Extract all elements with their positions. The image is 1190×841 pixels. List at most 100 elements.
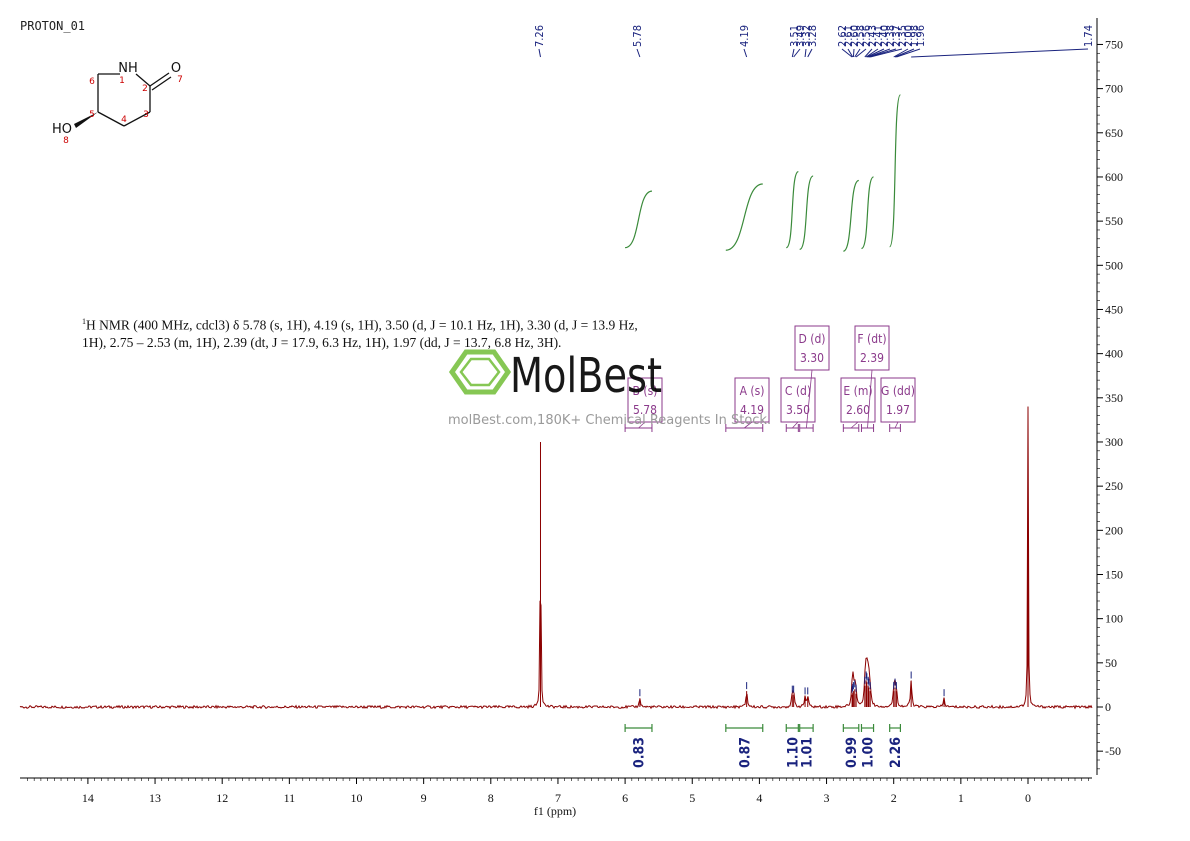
integral-value-1.10: 1.10 — [785, 737, 801, 768]
peak-label-2.38: 2.38 — [884, 25, 897, 47]
x-tick-label: 0 — [1025, 791, 1031, 805]
y-tick-label: 0 — [1105, 700, 1111, 714]
multiplet-label-A: A (s) — [740, 384, 765, 398]
atom-number-5: 5 — [89, 110, 95, 120]
nucleus-superscript: 1 — [82, 317, 86, 326]
peak-leader-4.19 — [743, 48, 748, 58]
multiplet-shift-C: 3.50 — [786, 403, 810, 417]
integral-curve-1.10 — [785, 171, 799, 249]
y-tick-label: 50 — [1105, 656, 1117, 670]
peak-leader-5.78 — [636, 48, 641, 58]
multiplet-connector-B — [638, 421, 646, 429]
x-tick-label: 8 — [488, 791, 494, 805]
integral-curve-2.26 — [889, 94, 901, 248]
y-tick-label: 350 — [1105, 391, 1123, 405]
x-tick-label: 13 — [149, 791, 161, 805]
x-axis-label: f1 (ppm) — [534, 804, 576, 818]
atom-o: O — [171, 61, 181, 76]
y-tick-label: 400 — [1105, 347, 1123, 361]
multiplet-box-A — [734, 377, 770, 423]
peak-leader-2.43 — [864, 48, 873, 58]
peak-leader-1.96 — [896, 48, 921, 58]
y-tick-label: 150 — [1105, 567, 1123, 581]
atom-number-8: 8 — [63, 136, 69, 146]
y-tick-label: 250 — [1105, 479, 1123, 493]
integral-curve-1.00 — [860, 176, 875, 250]
peak-label-3.49: 3.49 — [794, 25, 807, 47]
peak-label-2.35: 2.35 — [896, 25, 909, 47]
multiplet-label-D: D (d) — [798, 332, 825, 346]
x-tick-label: 6 — [622, 791, 628, 805]
peak-label-2.40: 2.40 — [878, 25, 891, 47]
y-tick-label: 200 — [1105, 523, 1123, 537]
peak-leader-1.74 — [911, 48, 1089, 58]
bond-2-7-b — [151, 76, 172, 91]
peak-label-5.78: 5.78 — [631, 25, 644, 47]
integral-value-2.26: 2.26 — [888, 737, 904, 768]
watermark-brand: MolBest — [510, 348, 662, 404]
x-tick-label: 5 — [689, 791, 695, 805]
multiplet-label-B: B (s) — [633, 384, 658, 398]
peak-leader-3.32 — [804, 48, 807, 58]
x-tick-label: 3 — [824, 791, 830, 805]
nmr-description-text: H NMR (400 MHz, cdcl3) δ 5.78 (s, 1H), 4… — [82, 317, 638, 350]
y-tick-label: 100 — [1105, 612, 1123, 626]
peak-leader-2.41 — [865, 48, 879, 58]
peak-label-1.96: 1.96 — [914, 25, 927, 47]
peak-label-2.00: 2.00 — [902, 25, 915, 47]
atom-number-2: 2 — [142, 84, 148, 94]
bond-3-4 — [123, 111, 151, 127]
integral-curve-0.87 — [725, 183, 763, 251]
multiplet-shift-B: 5.78 — [633, 403, 657, 417]
y-tick-label: 650 — [1105, 126, 1123, 140]
multiplet-shift-A: 4.19 — [740, 403, 764, 417]
y-tick-label: 750 — [1105, 37, 1123, 51]
bond-2-7-a — [149, 72, 170, 87]
x-tick-label: 11 — [284, 791, 296, 805]
integral-value-1.00: 1.00 — [861, 737, 877, 768]
bond-1-2 — [135, 73, 151, 87]
peak-leader-2.62 — [841, 48, 853, 58]
multiplet-connector-D — [806, 369, 813, 429]
peak-label-2.58: 2.58 — [854, 25, 867, 47]
y-tick-label: 300 — [1105, 435, 1123, 449]
peak-label-3.28: 3.28 — [806, 25, 819, 47]
molbest-watermark: MolBest — [448, 348, 662, 404]
atom-number-7: 7 — [177, 75, 183, 85]
y-tick-label: 500 — [1105, 258, 1123, 272]
peak-label-1.98: 1.98 — [908, 25, 921, 47]
x-tick-label: 10 — [351, 791, 363, 805]
hexagon-logo-icon — [448, 349, 512, 395]
peak-leader-7.26 — [538, 48, 541, 58]
multiplet-box-G — [880, 377, 916, 423]
spectrum-line — [19, 406, 1093, 710]
integral-curve-1.01 — [799, 175, 814, 250]
y-tick-label: 600 — [1105, 170, 1123, 184]
peak-label-2.60: 2.60 — [848, 25, 861, 47]
nmr-description: 1H NMR (400 MHz, cdcl3) δ 5.78 (s, 1H), … — [82, 313, 642, 351]
x-tick-label: 12 — [216, 791, 228, 805]
multiplet-label-C: C (d) — [785, 384, 811, 398]
x-tick-label: 9 — [421, 791, 427, 805]
y-tick-label: 700 — [1105, 82, 1123, 96]
wedge-bond-5-8 — [74, 112, 98, 128]
peak-leader-2.58 — [854, 48, 861, 58]
multiplet-connector-G — [894, 421, 899, 429]
multiplet-label-E: E (m) — [843, 384, 872, 398]
watermark-site-text: molBest.com,180K+ Chemical Reagents In S… — [448, 413, 772, 428]
multiplet-box-B — [627, 377, 663, 423]
peak-label-2.61: 2.61 — [842, 25, 855, 47]
peak-label-2.41: 2.41 — [872, 25, 885, 47]
atom-ho: HO — [52, 122, 72, 137]
peak-leader-2.61 — [847, 48, 854, 58]
multiplet-box-D — [794, 325, 830, 371]
multiplet-shift-D: 3.30 — [800, 351, 824, 365]
x-tick-label: 2 — [891, 791, 897, 805]
atom-number-3: 3 — [143, 110, 149, 120]
atom-nh: NH — [118, 61, 138, 76]
integral-value-0.87: 0.87 — [737, 737, 753, 768]
peak-label-2.37: 2.37 — [890, 25, 903, 47]
peak-leader-2.40 — [866, 48, 885, 58]
